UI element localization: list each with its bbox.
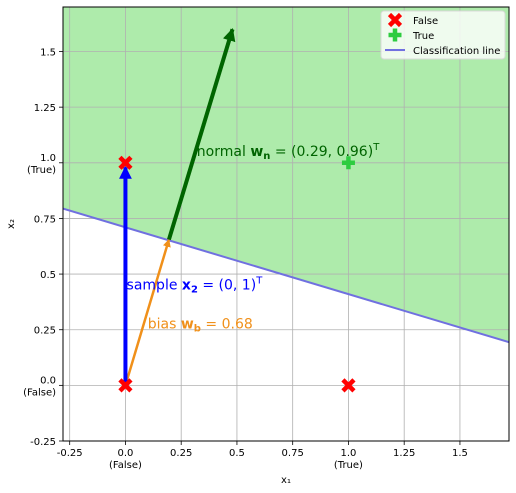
y-tick-label: 1.5 (40, 48, 56, 59)
annotation-normal: normal wn = (0.29, 0.96)T (197, 142, 380, 162)
false-point (118, 155, 133, 170)
y-tick-label: 0.0 (40, 375, 56, 386)
x-axis-label: x₁ (281, 475, 291, 486)
x-tick-label: 0.25 (170, 448, 192, 459)
plot-frame (62, 6, 510, 442)
y-tick-label: 0.5 (40, 270, 56, 281)
y-tick-sublabel: (True) (27, 165, 56, 176)
x-tick-label: 0.75 (282, 448, 304, 459)
false-point (387, 12, 403, 28)
true-region (63, 7, 509, 343)
plot-area: normal wn = (0.29, 0.96)T sample x2 = (0,… (63, 7, 509, 441)
false-point (341, 378, 356, 393)
legend-label: Classification line (413, 46, 500, 57)
y-tick-sublabel: (False) (23, 387, 56, 398)
y-tick-label: 1.0 (40, 153, 56, 164)
x-tick-label: 1.0 (340, 448, 356, 459)
x-tick-sublabel: (True) (334, 460, 363, 471)
x-tick-label: 0.5 (229, 448, 245, 459)
legend-label: True (412, 31, 434, 42)
x-tick-label: 0.0 (117, 448, 133, 459)
legend-box (380, 10, 506, 60)
x-tick-label: 1.5 (452, 448, 468, 459)
vector-arrow (124, 238, 171, 386)
annotation-bias: bias wb = 0.68 (148, 317, 253, 335)
true-point (341, 156, 355, 170)
vector-arrow (167, 28, 236, 241)
true-point (388, 28, 402, 42)
legend-label: False (413, 16, 438, 27)
classification-line (63, 207, 509, 344)
legend: False True Classification line (380, 10, 506, 60)
y-tick-label: 1.25 (34, 103, 56, 114)
y-axis-label: x₂ (6, 219, 17, 229)
false-point (118, 378, 133, 393)
y-tick-label: 0.25 (34, 326, 56, 337)
annotation-sample: sample x2 = (0, 1)T (127, 276, 264, 296)
y-tick-label: -0.25 (30, 437, 56, 448)
y-tick-label: 0.75 (34, 214, 56, 225)
x-tick-sublabel: (False) (109, 460, 142, 471)
x-tick-label: -0.25 (57, 448, 83, 459)
x-tick-label: 1.25 (393, 448, 415, 459)
